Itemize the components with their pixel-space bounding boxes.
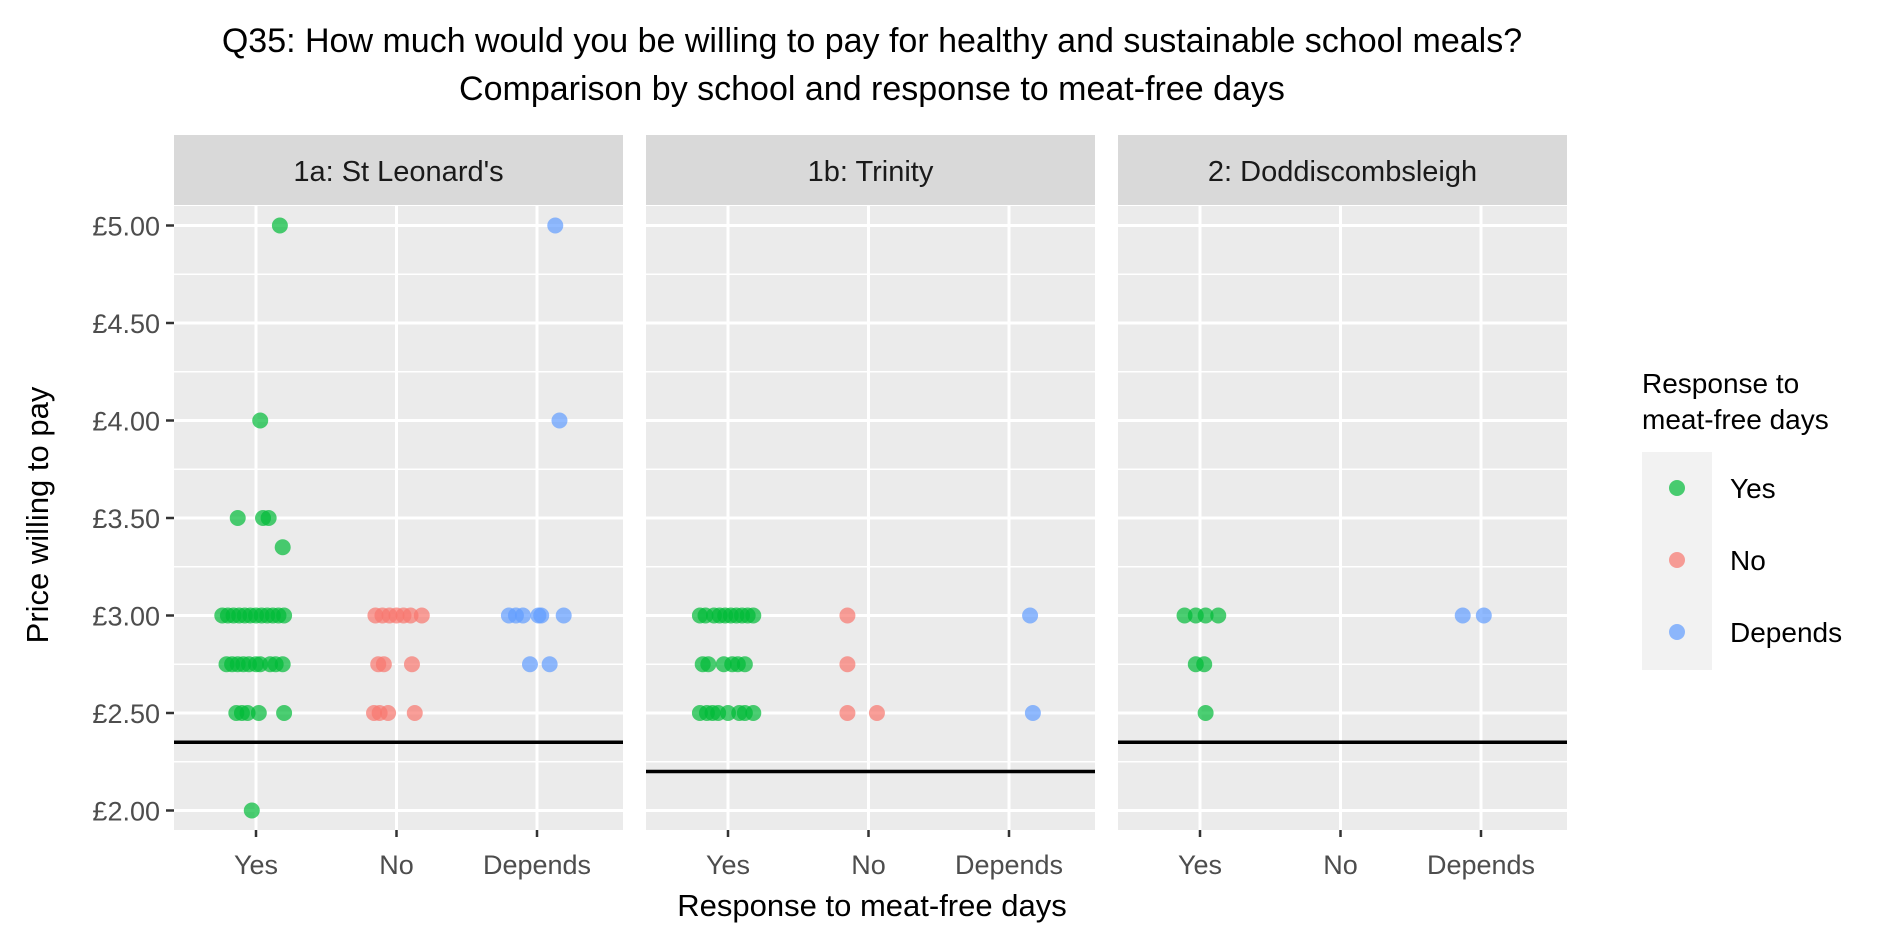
data-points [691,607,1041,721]
data-point-yes [720,705,736,721]
data-point-yes [252,412,269,429]
y-tick-label: £4.50 [92,309,160,339]
x-tick-label: Yes [706,850,750,880]
facet-panel-2: 1b: Trinity Yes No Depends [646,135,1095,880]
data-point-depends [555,607,572,624]
data-point-yes [250,705,267,721]
legend-items: Yes No Depends [1669,473,1842,648]
data-point-depends [551,412,568,429]
y-axis: £2.00 £2.50 £3.00 £3.50 £4.00 £4.50 £5.00 [92,212,174,827]
legend: Response to meat-free days Yes No Depends [1642,368,1842,670]
x-axis-title: Response to meat-free days [677,888,1066,923]
x-tick-label: Yes [1178,850,1222,880]
facet-strip-label: 1b: Trinity [808,156,934,188]
facet-strip [1118,135,1567,205]
data-point-depends [533,607,550,624]
data-point-no [839,656,856,673]
data-point-no [868,705,885,721]
data-point-yes [700,656,717,673]
data-point-depends [547,217,564,234]
x-tick-label: Depends [1427,850,1535,880]
data-point-yes [239,705,256,721]
legend-key-yes [1669,480,1685,496]
data-points [1176,607,1492,721]
data-point-yes [274,656,291,673]
legend-label-yes: Yes [1730,473,1776,504]
y-tick-label: £3.00 [92,602,160,632]
data-point-yes [1197,705,1214,721]
data-points [214,217,572,819]
y-tick-label: £3.50 [92,504,160,534]
legend-key-no [1669,552,1685,568]
facet-panel-3: 2: Doddiscombsleigh Yes No Depends [1118,135,1567,880]
y-tick-label: £2.00 [92,797,160,827]
data-point-depends [541,656,558,673]
data-point-yes [745,607,762,624]
data-point-yes [745,705,762,721]
y-tick-label: £5.00 [92,212,160,242]
data-point-yes [229,510,246,526]
data-point-depends [1022,607,1039,624]
data-point-yes [736,656,753,673]
facet-panel-1: 1a: St Leonard's Yes No Depends [174,135,623,880]
data-point-no [403,656,420,673]
x-tick-label: Depends [483,850,591,880]
data-point-no [413,607,430,624]
data-point-yes [243,802,260,819]
data-point-no [839,705,856,721]
y-axis-title: Price willing to pay [20,386,55,643]
data-point-yes [274,539,291,556]
x-tick-label: No [379,850,414,880]
facet-strip [646,135,1095,205]
facet-strip-label: 1a: St Leonard's [293,156,503,188]
legend-label-no: No [1730,545,1766,576]
legend-title-line1: Response to [1642,368,1799,399]
data-point-no [839,607,856,624]
x-tick-label: No [1323,850,1358,880]
data-point-depends [1454,607,1471,624]
data-point-no [380,705,397,721]
data-point-depends [521,656,538,673]
y-tick-label: £2.50 [92,699,160,729]
data-point-yes [1176,607,1193,624]
data-point-yes [1210,607,1227,624]
chart-subtitle: Comparison by school and response to mea… [459,70,1285,108]
data-point-yes [1197,607,1214,624]
x-tick-label: Depends [955,850,1063,880]
facet-strip-label: 2: Doddiscombsleigh [1208,156,1477,188]
legend-title-line2: meat-free days [1642,404,1829,435]
data-point-yes [276,705,293,721]
data-point-depends [1475,607,1492,624]
data-point-no [406,705,423,721]
data-point-no [375,656,392,673]
data-point-depends [1024,705,1041,721]
chart-title: Q35: How much would you be willing to pa… [222,22,1522,60]
legend-key-depends [1669,624,1685,640]
data-point-yes [271,217,288,234]
x-tick-label: No [851,850,886,880]
data-point-yes [276,607,293,624]
facet-strip [174,135,623,205]
legend-label-depends: Depends [1730,617,1842,648]
plot-area: 1a: St Leonard's Yes No Depends 1b: Trinity Y… [174,135,1567,880]
data-point-yes [1196,656,1213,673]
data-point-yes [260,510,277,526]
data-point-depends [514,607,531,624]
y-tick-label: £4.00 [92,407,160,437]
x-tick-label: Yes [234,850,278,880]
data-point-no [402,607,419,624]
